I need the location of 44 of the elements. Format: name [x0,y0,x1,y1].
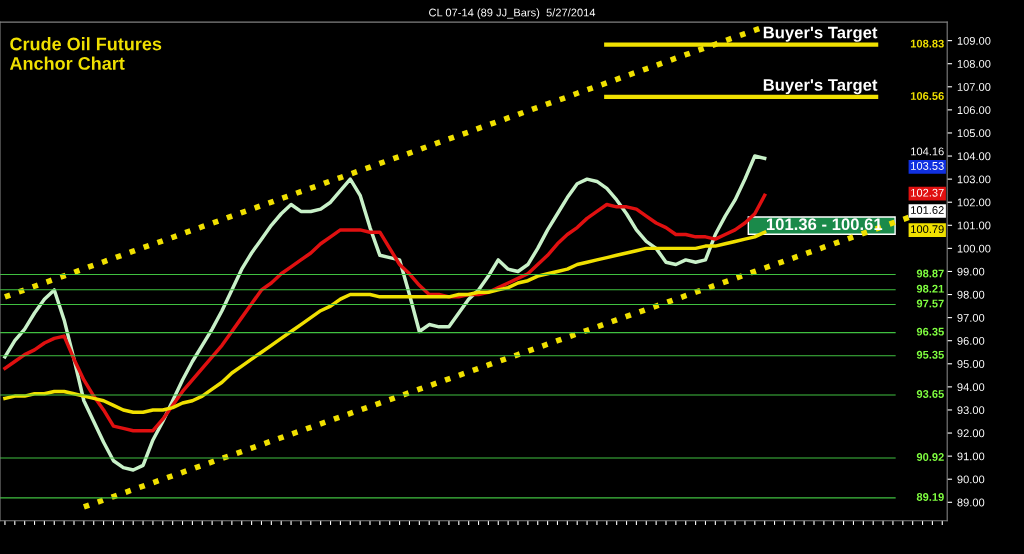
y-tick-label: 103.00 [957,175,991,184]
annotation: 98.87 [916,269,944,278]
y-tick-label: 96.00 [957,336,985,345]
annotation: 106.56 [910,92,944,100]
annotation: 108.83 [910,39,944,48]
line-series [3,154,767,472]
annotation: 103.53 [911,162,944,170]
annotation: 104.16 [911,147,944,156]
y-tick-label: 90.00 [957,475,985,484]
annotation: 97.57 [916,299,944,308]
y-tick-label: 93.00 [957,406,985,415]
annotation: 100.79 [911,225,944,234]
y-tick-label: 106.00 [957,106,991,115]
annotation: 93.65 [916,390,944,398]
annotation: 101.62 [911,206,944,214]
text: Crude Oil Futures Anchor Chart [9,37,162,70]
chart-title: CL 07-14 (89 JJ_Bars) 5/27/2014 [429,8,596,19]
y-tick-label: 104.00 [957,152,991,161]
annotation: 95.35 [916,350,944,359]
annotation: 90.92 [916,453,944,461]
annotation: 102.37 [911,188,944,197]
y-tick-label: 100.00 [957,244,991,253]
y-tick-label: 94.00 [957,383,985,392]
y-tick-label: 102.00 [957,198,991,207]
y-tick-label: 101.00 [957,221,991,230]
ref-line-label: Buyer's Target [763,79,878,95]
y-tick-label: 105.00 [957,129,991,138]
y-tick-label: 99.00 [957,267,985,276]
y-tick-label: 89.00 [957,498,985,507]
annotation: 96.35 [916,327,944,336]
y-tick-label: 92.00 [957,429,985,438]
y-tick-label: 91.00 [957,452,985,461]
ref-line-label: Buyer's Target [763,26,878,42]
line-series [3,193,767,433]
y-tick-label: 108.00 [957,59,991,68]
y-tick-label: 97.00 [957,313,985,322]
annotation: 98.21 [916,284,944,293]
annotation: 89.19 [916,493,944,501]
y-tick-label: 109.00 [957,36,991,45]
band-label: 101.36 - 100.61 [766,218,883,231]
y-tick-label: 98.00 [957,290,985,299]
y-tick-label: 107.00 [957,83,991,91]
line-series [3,230,767,415]
y-tick-label: 95.00 [957,360,985,368]
